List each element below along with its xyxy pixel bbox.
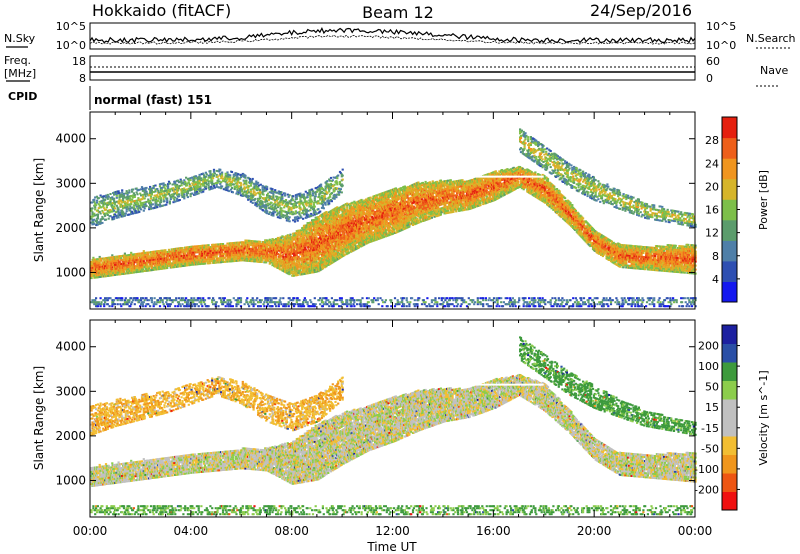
- freq-panel-frame: [90, 56, 695, 80]
- nave-label: Nave: [760, 64, 788, 77]
- data-cell: [289, 234, 291, 236]
- noise-right-tick-bottom: 10^0: [706, 39, 736, 52]
- data-cell: [261, 261, 263, 263]
- data-cell: [166, 267, 168, 269]
- data-cell: [100, 260, 102, 262]
- data-cell: [221, 251, 223, 253]
- nsearch-label: N.Search: [746, 32, 796, 45]
- noise-left-tick-top: 10^5: [56, 20, 86, 33]
- data-cell: [217, 254, 219, 256]
- data-cell: [243, 249, 245, 251]
- freq-tick-top: 18: [72, 55, 86, 68]
- cpid-label: CPID: [8, 90, 37, 103]
- beam-title: Beam 12: [362, 3, 434, 22]
- site-title: Hokkaido (fitACF): [92, 1, 231, 20]
- data-cell: [125, 263, 127, 265]
- noise-right-tick-top: 10^5: [706, 20, 736, 33]
- nave-tick-top: 60: [706, 55, 720, 68]
- data-cell: [222, 243, 224, 245]
- data-cell: [222, 255, 224, 257]
- data-cell: [222, 259, 224, 261]
- fitacf-figure: Hokkaido (fitACF) Beam 12 24/Sep/2016 10…: [0, 0, 800, 554]
- freq-tick-bottom: 8: [79, 72, 86, 85]
- data-cell: [291, 241, 293, 243]
- data-cell: [259, 241, 261, 243]
- noise-panel-frame: [90, 23, 695, 49]
- data-cell: [193, 254, 195, 256]
- nsky-label: N.Sky: [4, 32, 36, 45]
- data-cell: [181, 247, 183, 249]
- data-cell: [213, 258, 215, 260]
- data-cell: [124, 253, 126, 255]
- data-cell: [204, 263, 206, 265]
- data-cell: [167, 257, 169, 259]
- data-cell: [275, 256, 277, 258]
- data-cell: [215, 248, 217, 250]
- data-cell: [111, 254, 113, 256]
- data-cell: [119, 261, 121, 263]
- data-cell: [99, 256, 101, 258]
- data-cell: [133, 263, 135, 265]
- noise-panel: 10^5 10^0 10^5 10^0: [56, 20, 736, 52]
- data-cell: [244, 254, 246, 256]
- data-cell: [238, 244, 240, 246]
- data-cell: [262, 259, 264, 261]
- data-cell: [136, 257, 138, 259]
- data-cell: [208, 244, 210, 246]
- data-cell: [143, 260, 145, 262]
- nave-tick-bottom: 0: [706, 72, 713, 85]
- data-cell: [91, 277, 93, 279]
- data-cell: [209, 262, 211, 264]
- freq-panel: 18 8 60 0: [72, 55, 720, 85]
- freq-label: Freq.: [4, 54, 31, 67]
- data-cell: [255, 247, 257, 249]
- data-cell: [224, 257, 226, 259]
- data-cell: [248, 246, 250, 248]
- date-title: 24/Sep/2016: [590, 1, 692, 20]
- data-cell: [164, 249, 166, 251]
- cpid-value: normal (fast) 151: [94, 93, 212, 107]
- data-cell: [143, 250, 145, 252]
- data-cell: [184, 253, 186, 255]
- data-cell: [216, 256, 218, 258]
- noise-left-tick-bottom: 10^0: [56, 39, 86, 52]
- mhz-label: [MHz]: [4, 67, 36, 80]
- noise-sky-series: [90, 28, 695, 42]
- data-cell: [180, 253, 182, 255]
- data-cell: [120, 257, 122, 259]
- data-cell: [226, 245, 228, 247]
- data-cell: [204, 257, 206, 259]
- data-cell: [148, 267, 150, 269]
- data-cell: [147, 254, 149, 256]
